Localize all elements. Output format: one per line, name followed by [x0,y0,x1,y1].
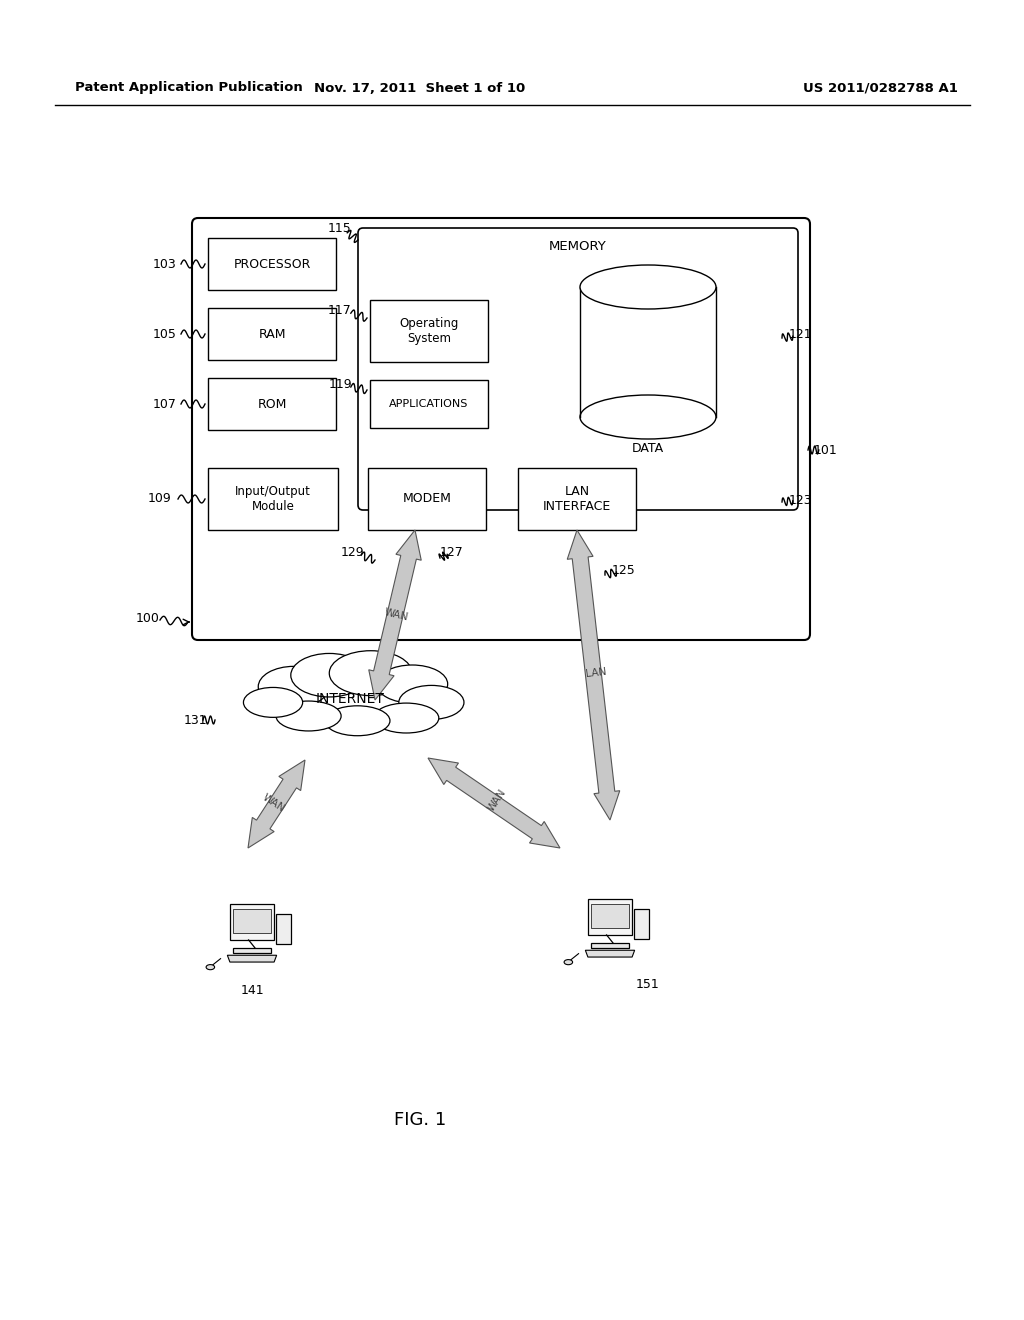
Text: Nov. 17, 2011  Sheet 1 of 10: Nov. 17, 2011 Sheet 1 of 10 [314,82,525,95]
Text: MEMORY: MEMORY [549,239,607,252]
Ellipse shape [258,667,330,708]
Text: 123: 123 [788,494,812,507]
Ellipse shape [398,685,464,719]
Bar [275,913,291,944]
Bar [588,899,632,935]
Ellipse shape [325,706,390,735]
Ellipse shape [580,395,716,440]
Text: 151: 151 [636,978,659,991]
Bar [591,944,629,948]
Text: 101: 101 [814,444,838,457]
Text: 117: 117 [328,304,352,317]
Text: 141: 141 [241,983,264,997]
Text: MODEM: MODEM [402,492,452,506]
Text: Operating
System: Operating System [399,317,459,345]
Bar [230,904,274,940]
Bar [370,300,488,362]
Text: 105: 105 [153,327,177,341]
Text: US 2011/0282788 A1: US 2011/0282788 A1 [803,82,957,95]
Bar [208,238,336,290]
Text: LAN: LAN [585,667,607,680]
Ellipse shape [291,653,368,697]
Ellipse shape [244,688,303,717]
Text: 125: 125 [612,564,636,577]
Bar [208,469,338,531]
Text: Input/Output
Module: Input/Output Module [236,484,311,513]
Bar [518,469,636,531]
Ellipse shape [206,965,215,970]
Text: INTERNET: INTERNET [315,692,384,706]
Bar [580,286,716,417]
Text: ROM: ROM [257,397,287,411]
Text: WAN: WAN [486,787,508,813]
Polygon shape [227,956,276,962]
Text: 107: 107 [153,397,177,411]
Ellipse shape [564,960,572,965]
Polygon shape [369,531,421,700]
Text: DATA: DATA [632,441,664,454]
Bar [591,904,629,928]
Bar [233,909,270,933]
Text: 131: 131 [183,714,207,726]
Ellipse shape [374,704,439,733]
Text: 115: 115 [328,222,352,235]
Bar [208,308,336,360]
Bar [368,469,486,531]
Polygon shape [428,758,560,847]
Text: RAM: RAM [258,327,286,341]
Text: 100: 100 [136,611,160,624]
Text: WAN: WAN [261,792,287,814]
Ellipse shape [377,665,447,704]
Polygon shape [586,950,635,957]
Text: WAN: WAN [383,607,409,623]
Text: 119: 119 [328,379,352,392]
Ellipse shape [330,651,412,696]
Ellipse shape [580,265,716,309]
Text: PROCESSOR: PROCESSOR [233,257,310,271]
Bar [370,380,488,428]
Polygon shape [248,760,305,847]
Bar [208,378,336,430]
Ellipse shape [276,701,341,731]
Bar [233,949,270,953]
Text: 103: 103 [154,257,177,271]
FancyBboxPatch shape [358,228,798,510]
Text: 109: 109 [148,492,172,506]
Bar [634,908,649,940]
Text: APPLICATIONS: APPLICATIONS [389,399,469,409]
Text: 121: 121 [788,329,812,342]
Text: Patent Application Publication: Patent Application Publication [75,82,303,95]
Text: FIG. 1: FIG. 1 [394,1111,446,1129]
Text: 129: 129 [340,545,364,558]
Text: 127: 127 [440,545,464,558]
FancyBboxPatch shape [193,218,810,640]
Text: LAN
INTERFACE: LAN INTERFACE [543,484,611,513]
Polygon shape [567,531,620,820]
